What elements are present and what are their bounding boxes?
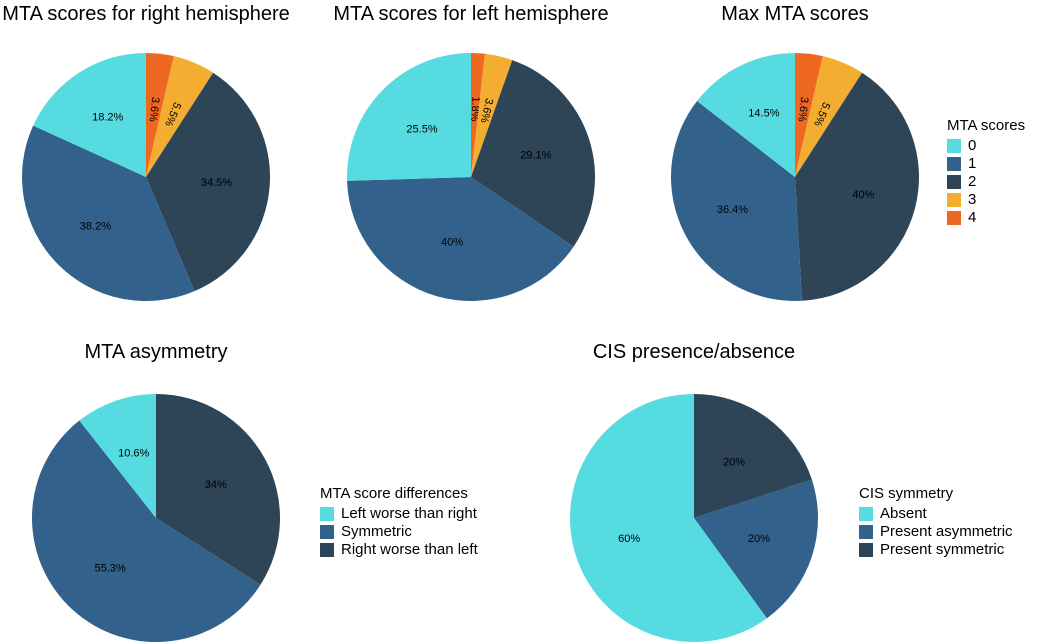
legend-label-diff-right-worse-than-left: Right worse than left: [341, 541, 479, 558]
legend-swatch-diff-left-worse-than-right: [320, 507, 334, 521]
pie-slice-asym-symmetric: [31, 420, 261, 642]
slice-label-right-2: 34.5%: [201, 177, 232, 189]
legend-title-mta-score-differences: MTA score differences: [320, 485, 468, 502]
pie-slice-right-1: [22, 125, 195, 301]
legend-swatch-scores-0: [947, 139, 961, 153]
pie-slice-cis-present-asymmetric: [694, 479, 819, 619]
legend-swatch-scores-4: [947, 211, 961, 225]
legend-label-scores-4: 4: [968, 209, 976, 226]
pie-slice-max-0: [697, 53, 795, 177]
slice-label-left-2: 29.1%: [520, 150, 551, 162]
slice-label-right-1: 38.2%: [80, 220, 111, 232]
legend-swatch-scores-1: [947, 157, 961, 171]
slice-label-cis-absent: 60%: [618, 533, 640, 545]
pie-chart-right-hemisphere: MTA scores for right hemisphere 3.6% 5.5%…: [2, 3, 290, 301]
pie-slice-right-2: [146, 72, 271, 292]
pie-slice-cis-present-symmetric: [694, 394, 812, 518]
slice-label-cis-present-asymmetric: 20%: [748, 533, 770, 545]
pie-slice-asym-left-worse-than-right: [79, 393, 156, 518]
pie-slice-asym-right-worse-than-left: [156, 394, 280, 585]
legend-swatch-diff-right-worse-than-left: [320, 543, 334, 557]
slice-label-left-3: 3.6%: [478, 97, 495, 124]
legend-swatch-scores-2: [947, 175, 961, 189]
pie-chart-max-scores: Max MTA scores 3.6% 5.5%40%36.4%14.5%: [671, 3, 920, 301]
legend-label-diff-left-worse-than-right: Left worse than right: [341, 505, 478, 522]
pie-chart-cis: CIS presence/absence 20% 20% 60%: [570, 341, 819, 642]
slice-label-left-0: 25.5%: [406, 123, 437, 135]
slice-label-right-0: 18.2%: [92, 111, 123, 123]
chart-title-max-scores: Max MTA scores: [721, 3, 868, 25]
legend-swatch-diff-symmetric: [320, 525, 334, 539]
pie-chart-left-hemisphere: MTA scores for left hemisphere 1.8%3.6%2…: [333, 3, 609, 302]
legend-label-cis-absent: Absent: [880, 505, 928, 522]
pie-chart-asymmetry: MTA asymmetry 34% 55.3% 10.6%: [31, 341, 280, 642]
slice-label-right-4: 3.6%: [146, 96, 161, 122]
legend-title-cis-symmetry: CIS symmetry: [859, 485, 954, 502]
legend-label-scores-3: 3: [968, 191, 976, 208]
legend-swatch-scores-3: [947, 193, 961, 207]
pie-slice-left-2: [471, 60, 596, 247]
legend-swatch-cis-present-symmetric: [859, 543, 873, 557]
slice-label-max-1: 36.4%: [717, 204, 748, 216]
pie-slice-max-2: [795, 72, 920, 301]
legend-swatch-cis-present-asymmetric: [859, 525, 873, 539]
legend-label-cis-present-asymmetric: Present asymmetric: [880, 523, 1013, 540]
slice-label-asym-left-worse-than-right: 10.6%: [118, 447, 149, 459]
legend-label-cis-present-symmetric: Present symmetric: [880, 541, 1005, 558]
pie-slice-left-3: [471, 53, 513, 177]
pie-slice-left-1: [347, 177, 574, 302]
pie-slice-right-0: [33, 53, 146, 177]
slice-label-cis-present-symmetric: 20%: [723, 457, 745, 469]
legend-title-mta-scores: MTA scores: [947, 117, 1025, 134]
slice-label-max-2: 40%: [852, 189, 874, 201]
pie-slice-max-4: [795, 53, 823, 177]
legend-mta-score-differences: MTA score differences Left worse than ri…: [320, 485, 479, 558]
pie-slice-cis-absent: [570, 394, 767, 642]
legend-label-scores-1: 1: [968, 155, 976, 172]
slice-label-left-1: 40%: [441, 236, 463, 248]
pie-slice-max-3: [795, 56, 863, 177]
legend-label-diff-symmetric: Symmetric: [341, 523, 412, 540]
chart-title-left-hemisphere: MTA scores for left hemisphere: [333, 3, 608, 25]
pie-slice-left-4: [471, 53, 485, 177]
chart-title-right-hemisphere: MTA scores for right hemisphere: [2, 3, 290, 25]
chart-title-cis: CIS presence/absence: [593, 341, 795, 363]
slice-label-max-0: 14.5%: [748, 107, 779, 119]
pie-slice-right-3: [146, 56, 214, 177]
legend-label-scores-2: 2: [968, 173, 976, 190]
pie-slice-right-4: [146, 53, 174, 177]
pie-slice-left-0: [346, 53, 471, 181]
pie-slice-max-1: [671, 101, 803, 301]
slice-label-max-4: 3.6%: [795, 96, 810, 122]
chart-title-asymmetry: MTA asymmetry: [85, 341, 228, 363]
slice-label-asym-symmetric: 55.3%: [95, 562, 126, 574]
legend-swatch-cis-absent: [859, 507, 873, 521]
legend-label-scores-0: 0: [968, 137, 976, 154]
slice-label-asym-right-worse-than-left: 34%: [205, 479, 227, 491]
